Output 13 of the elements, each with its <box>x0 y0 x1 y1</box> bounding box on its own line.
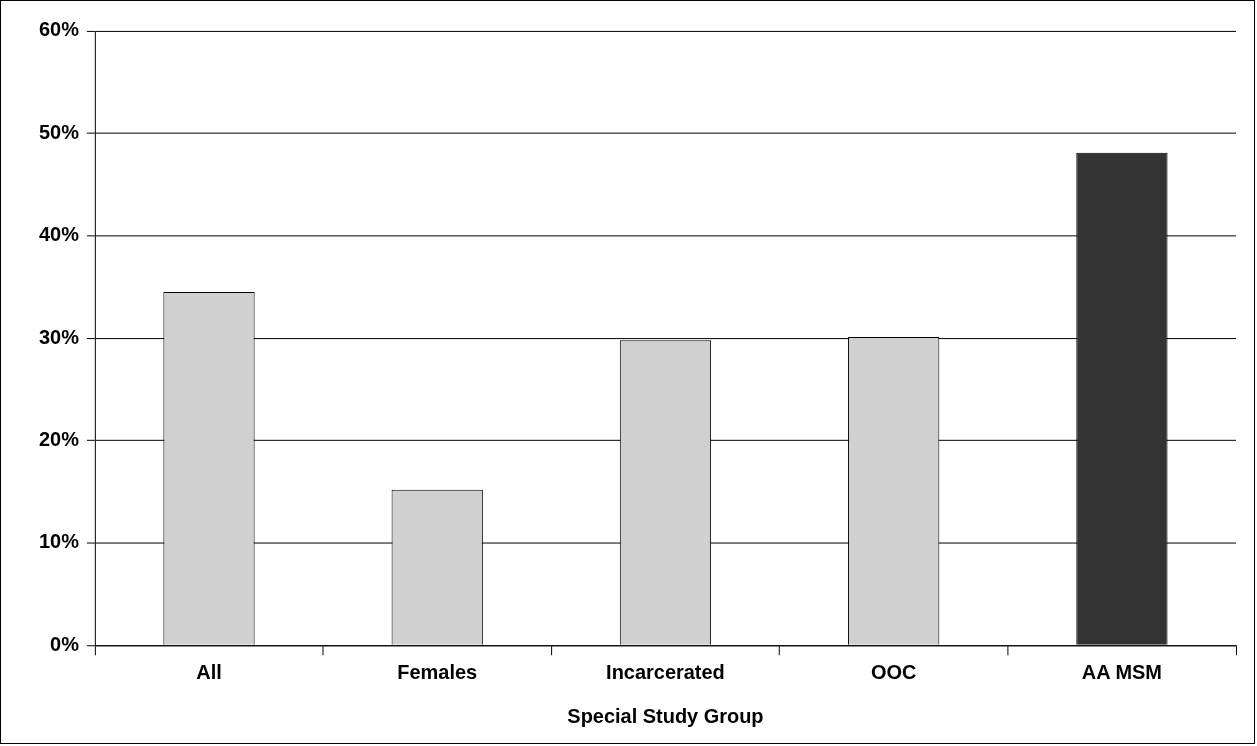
y-tick-label: 10% <box>38 530 80 553</box>
x-tick-label: AA MSM <box>1081 660 1162 683</box>
y-tick-label: 60% <box>38 18 80 41</box>
y-tick-label: 50% <box>38 120 80 143</box>
y-tick-label: 30% <box>38 325 80 348</box>
x-tick-label: OOC <box>870 660 917 683</box>
x-tick-label: Incarcerated <box>606 660 725 683</box>
x-axis-title: Special Study Group <box>567 704 764 727</box>
x-tick-label: Females <box>397 660 478 683</box>
y-tick-label: 20% <box>38 427 80 450</box>
x-tick-label: All <box>196 660 222 683</box>
y-tick-label: 0% <box>50 632 80 655</box>
y-tick-label: 40% <box>38 223 80 246</box>
